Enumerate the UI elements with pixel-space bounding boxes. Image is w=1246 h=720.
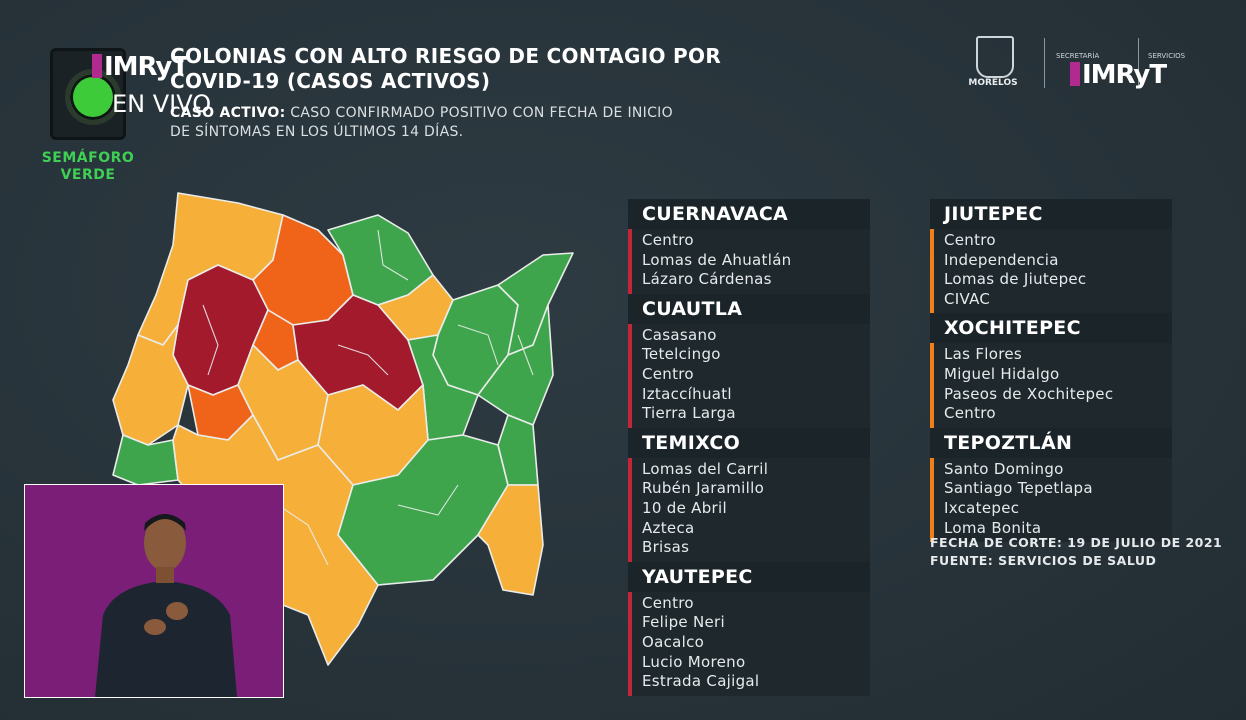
- colonia-list: Santo Domingo Santiago Tepetlapa Ixcatep…: [930, 457, 1172, 543]
- municipality-list-left: CUERNAVACA Centro Lomas de Ahuatlán Láza…: [628, 199, 870, 696]
- list-item: Iztaccíhuatl: [642, 384, 732, 403]
- municipality-name: TEMIXCO: [628, 427, 870, 458]
- municipality-name: XOCHITEPEC: [930, 313, 1172, 344]
- map-border-line: [457, 324, 499, 366]
- list-item: Tierra Larga: [642, 404, 736, 423]
- semaforo-label: SEMÁFORO VERDE: [36, 150, 140, 184]
- list-item: Centro: [944, 404, 996, 423]
- government-logos: MORELOS SECRETARÍA SERVICIOS IMRyT: [962, 36, 1222, 92]
- list-item: Paseos de Xochitepec: [944, 384, 1114, 403]
- colonia-list: Lomas del Carril Rubén Jaramillo 10 de A…: [628, 457, 870, 562]
- map-border-line: [337, 344, 389, 376]
- subtitle-rest: CASO CONFIRMADO POSITIVO CON FECHA DE IN…: [285, 105, 673, 121]
- list-item: Centro: [944, 231, 996, 249]
- semaforo-label-line1: SEMÁFORO: [41, 150, 135, 166]
- title-line2: COVID-19 (CASOS ACTIVOS): [170, 69, 491, 93]
- municipality-name: JIUTEPEC: [930, 199, 1172, 229]
- cutoff-date: FECHA DE CORTE: 19 DE JULIO DE 2021: [930, 535, 1223, 550]
- municipality-block-yautepec: YAUTEPEC Centro Felipe Neri Oacalco Luci…: [628, 561, 870, 696]
- data-source: FUENTE: SERVICIOS DE SALUD: [930, 553, 1157, 568]
- imryt-mark-icon: [1070, 62, 1080, 86]
- imryt-mark-icon: [92, 54, 102, 78]
- colonia-list: Casasano Tetelcingo Centro Iztaccíhuatl …: [628, 323, 870, 428]
- interpreter-figure-icon: [25, 485, 283, 697]
- logo-divider: [1044, 38, 1045, 88]
- municipality-name: YAUTEPEC: [628, 561, 870, 592]
- list-item: CIVAC: [944, 289, 991, 308]
- subtitle-line2: DE SÍNTOMAS EN LOS ÚLTIMOS 14 DÍAS.: [170, 124, 464, 140]
- live-indicator: EN VIVO: [112, 90, 212, 118]
- list-item: Lucio Moreno: [642, 652, 746, 671]
- map-border-line: [397, 484, 459, 516]
- servicios-label: SERVICIOS: [1148, 52, 1186, 60]
- colonia-list: Centro Lomas de Ahuatlán Lázaro Cárdenas: [628, 229, 870, 294]
- list-item: Casasano: [642, 325, 717, 344]
- municipality-block-jiutepec: JIUTEPEC Centro Independencia Lomas de J…: [930, 199, 1172, 314]
- footer-notes: FECHA DE CORTE: 19 DE JULIO DE 2021 FUEN…: [930, 534, 1222, 570]
- page-subtitle: CASO ACTIVO: CASO CONFIRMADO POSITIVO CO…: [170, 104, 770, 142]
- colonia-list: Las Flores Miguel Hidalgo Paseos de Xoch…: [930, 343, 1172, 428]
- list-item: Estrada Cajigal: [642, 672, 760, 691]
- imryt-corner-text: IMRyT: [1082, 60, 1167, 90]
- list-item: Santiago Tepetlapa: [944, 479, 1093, 498]
- list-item: Centro: [642, 231, 694, 249]
- list-item: Lomas del Carril: [642, 459, 769, 478]
- logo-divider: [1138, 38, 1139, 88]
- list-item: Las Flores: [944, 345, 1022, 364]
- map-border-line: [202, 304, 219, 376]
- semaforo-label-line2: VERDE: [60, 167, 116, 183]
- list-item: Miguel Hidalgo: [944, 364, 1060, 383]
- title-line1: COLONIAS CON ALTO RIESGO DE CONTAGIO POR: [170, 44, 722, 68]
- list-item: Lomas de Jiutepec: [944, 270, 1087, 289]
- municipality-block-xochitepec: XOCHITEPEC Las Flores Miguel Hidalgo Pas…: [930, 313, 1172, 428]
- colonia-list: Centro Felipe Neri Oacalco Lucio Moreno …: [628, 591, 870, 696]
- list-item: Brisas: [642, 538, 690, 557]
- list-item: Ixcatepec: [944, 498, 1020, 517]
- map-border-line: [517, 334, 534, 376]
- list-item: Lomas de Ahuatlán: [642, 250, 792, 269]
- list-item: 10 de Abril: [642, 498, 727, 517]
- list-item: Independencia: [944, 250, 1059, 269]
- list-item: Oacalco: [642, 632, 705, 651]
- list-item: Centro: [642, 364, 694, 383]
- morelos-shield-icon: [976, 36, 1014, 78]
- list-item: Tetelcingo: [642, 345, 721, 364]
- traffic-light-icon: [50, 48, 126, 140]
- municipality-block-temixco: TEMIXCO Lomas del Carril Rubén Jaramillo…: [628, 427, 870, 562]
- subtitle-bold: CASO ACTIVO:: [170, 105, 286, 121]
- municipality-name: CUERNAVACA: [628, 199, 870, 229]
- imryt-corner-logo: IMRyT: [1070, 60, 1167, 90]
- list-item: Santo Domingo: [944, 459, 1064, 478]
- sign-language-interpreter-video: [24, 484, 284, 698]
- map-border-line: [277, 504, 329, 566]
- semaforo-indicator: SEMÁFORO VERDE: [36, 48, 140, 184]
- green-light-icon: [65, 69, 121, 125]
- map-region: [477, 484, 544, 596]
- municipality-block-cuernavaca: CUERNAVACA Centro Lomas de Ahuatlán Láza…: [628, 199, 870, 294]
- page-title: COLONIAS CON ALTO RIESGO DE CONTAGIO POR…: [170, 44, 770, 94]
- list-item: Lázaro Cárdenas: [642, 270, 772, 289]
- municipality-block-tepoztlan: TEPOZTLÁN Santo Domingo Santiago Tepetla…: [930, 427, 1172, 543]
- morelos-label: MORELOS: [968, 78, 1018, 88]
- municipality-name: TEPOZTLÁN: [930, 427, 1172, 458]
- broadcast-logo: IMRyT: [92, 52, 189, 82]
- list-item: Loma Bonita: [944, 518, 1042, 537]
- map-border-line: [377, 229, 409, 281]
- secretaria-label: SECRETARÍA: [1056, 52, 1100, 60]
- list-item: Centro: [642, 593, 694, 612]
- list-item: Azteca: [642, 518, 695, 537]
- municipality-name: CUAUTLA: [628, 293, 870, 324]
- list-item: Felipe Neri: [642, 613, 725, 632]
- broadcast-logo-text: IMRyT: [104, 52, 189, 82]
- list-item: Rubén Jaramillo: [642, 479, 765, 498]
- municipality-list-right: JIUTEPEC Centro Independencia Lomas de J…: [930, 199, 1172, 543]
- colonia-list: Centro Independencia Lomas de Jiutepec C…: [930, 229, 1172, 314]
- municipality-block-cuautla: CUAUTLA Casasano Tetelcingo Centro Iztac…: [628, 293, 870, 428]
